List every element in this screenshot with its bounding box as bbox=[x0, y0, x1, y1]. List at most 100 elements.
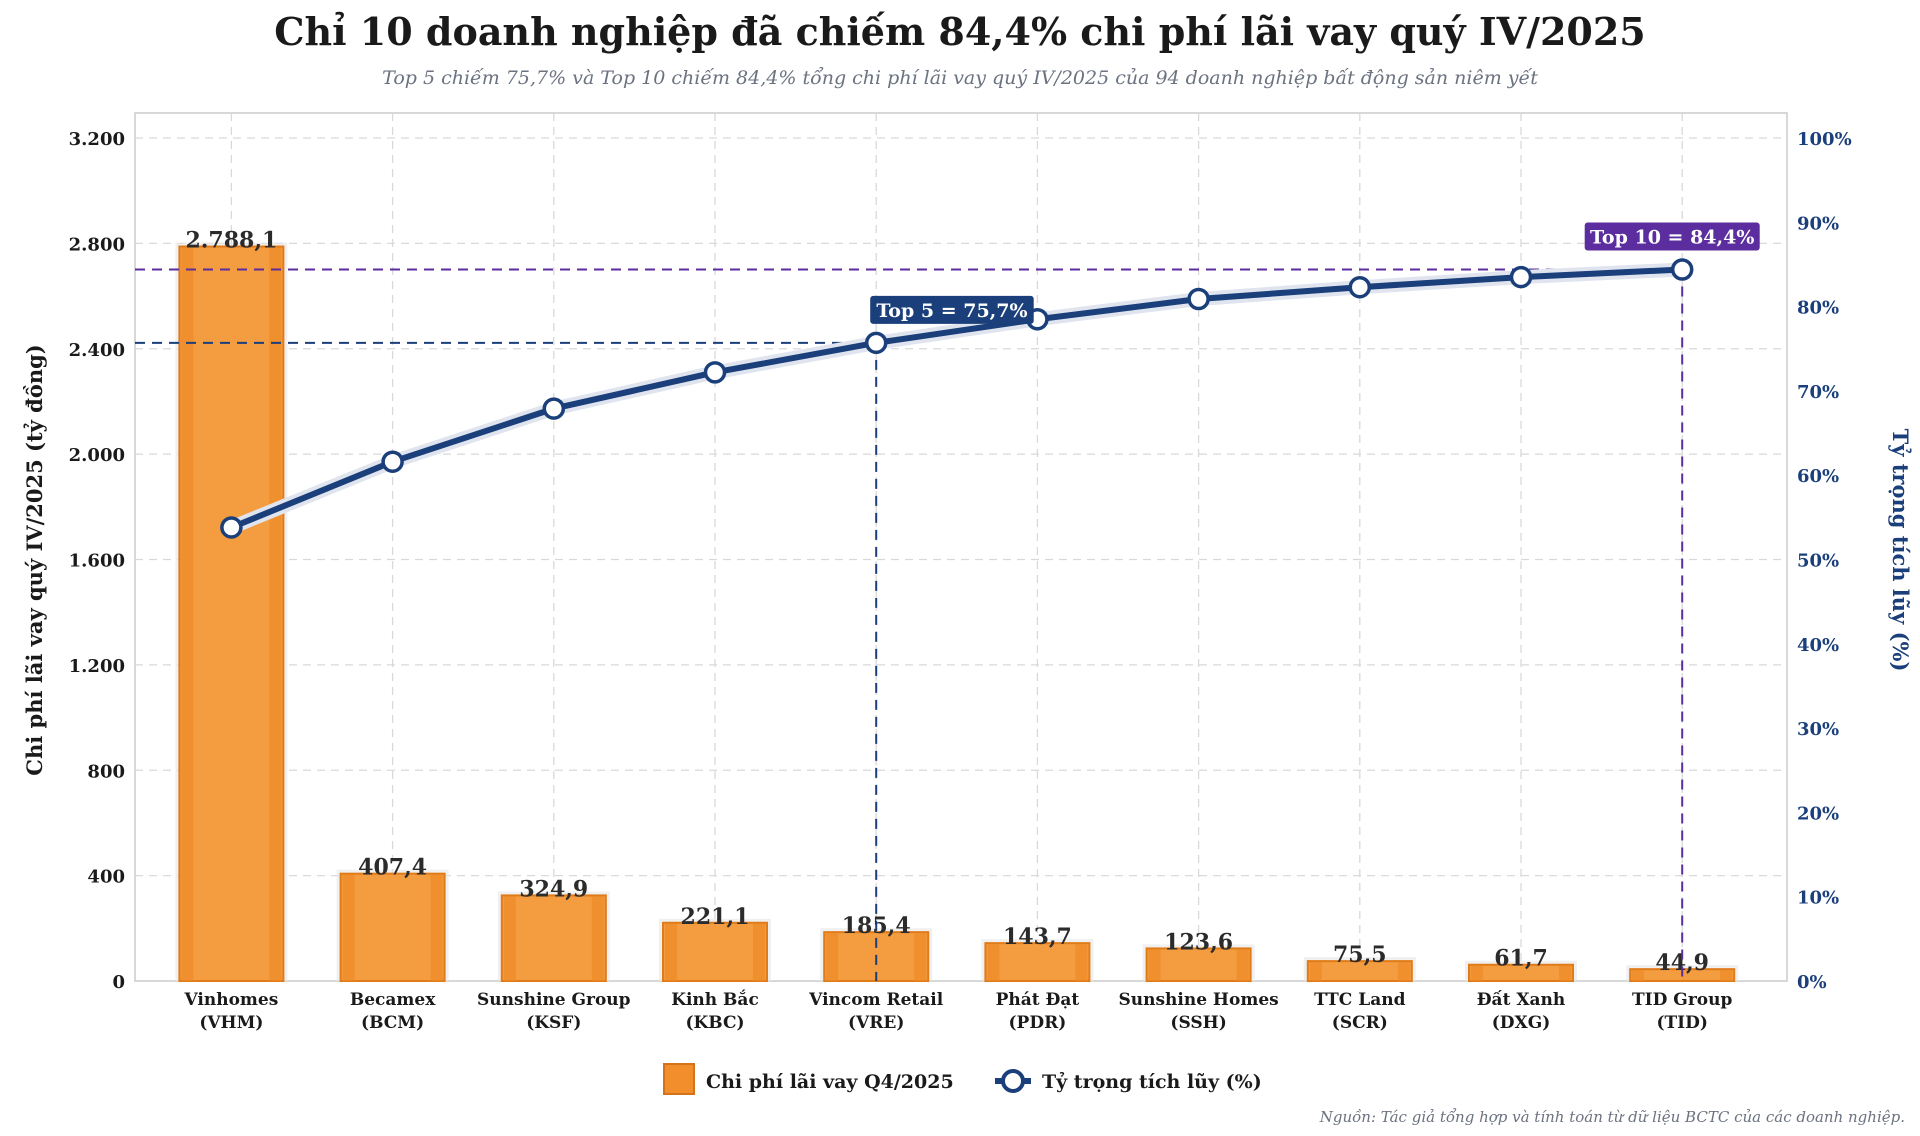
y2-tick-label: 70% bbox=[1797, 382, 1839, 403]
y-tick-label: 1.600 bbox=[69, 551, 125, 572]
chart-subtitle: Top 5 chiếm 75,7% và Top 10 chiếm 84,4% … bbox=[382, 67, 1538, 89]
bar-highlight bbox=[1471, 965, 1483, 981]
y2-tick-label: 40% bbox=[1797, 635, 1839, 656]
bar-highlight bbox=[1632, 970, 1645, 981]
bar-highlight bbox=[1236, 949, 1249, 981]
bar-highlight bbox=[1397, 962, 1410, 981]
line-path bbox=[230, 266, 1683, 531]
cumulative-line: Top 5 = 75,7% Top 10 = 84,4% bbox=[220, 222, 1760, 539]
x-tick-label: TID Group bbox=[1632, 990, 1732, 1010]
bar bbox=[1306, 960, 1413, 983]
bar bbox=[500, 894, 607, 983]
x-tick-label: Vinhomes bbox=[184, 990, 279, 1010]
bar-highlight bbox=[591, 896, 604, 981]
line-marker bbox=[220, 516, 243, 539]
bar bbox=[1145, 947, 1252, 983]
bar-highlight bbox=[1720, 970, 1733, 981]
line-marker bbox=[1348, 275, 1372, 299]
annotation-box bbox=[870, 295, 1034, 324]
y-tick-label: 400 bbox=[87, 867, 125, 888]
x-tick-code: (PDR) bbox=[1009, 1013, 1067, 1033]
x-tick-label: Sunshine Group bbox=[477, 990, 631, 1010]
x-tick-code: (SCR) bbox=[1332, 1013, 1388, 1033]
line-marker bbox=[703, 361, 727, 384]
y2-tick-label: 10% bbox=[1797, 888, 1839, 909]
annotation-box bbox=[1584, 222, 1760, 251]
bar-value-label: 143,7 bbox=[1003, 924, 1072, 950]
y-tick-label: 0 bbox=[112, 972, 125, 993]
y2-tick-label: 30% bbox=[1797, 719, 1839, 740]
y2-tick-label: 80% bbox=[1797, 298, 1839, 319]
x-tick-code: (SSH) bbox=[1170, 1013, 1226, 1033]
x-tick-label: TTC Land bbox=[1314, 990, 1405, 1010]
y2-tick-label: 60% bbox=[1797, 466, 1839, 487]
x-tick-label: Phát Đạt bbox=[996, 990, 1080, 1010]
line-marker bbox=[381, 450, 404, 473]
bar-value-label: 221,1 bbox=[681, 904, 750, 930]
bar-highlight bbox=[1148, 949, 1161, 981]
y2-tick-label: 50% bbox=[1797, 551, 1839, 572]
bar bbox=[984, 942, 1091, 983]
y2-tick-label: 90% bbox=[1797, 213, 1839, 234]
bar bbox=[178, 245, 285, 983]
bar-highlight bbox=[181, 247, 194, 982]
y2-axis-label: Tỷ trọng tích lũy (%) bbox=[1888, 429, 1913, 672]
legend-bar-swatch bbox=[663, 1063, 695, 1095]
chart-title: Chỉ 10 doanh nghiệp đã chiếm 84,4% chi p… bbox=[274, 9, 1645, 54]
bar-value-label: 407,4 bbox=[358, 855, 427, 881]
y-tick-label: 3.200 bbox=[69, 129, 125, 150]
bar-highlight bbox=[342, 874, 355, 981]
x-tick-code: (VRE) bbox=[848, 1013, 904, 1033]
x-tick-code: (KSF) bbox=[526, 1013, 581, 1033]
bar bbox=[339, 872, 446, 982]
bar-highlight bbox=[987, 944, 1000, 981]
line-marker bbox=[864, 331, 888, 355]
legend: Chi phí lãi vay Q4/2025 Tỷ trọng tích lũ… bbox=[663, 1063, 1262, 1095]
bar-highlight bbox=[503, 896, 516, 981]
axes: 0 400 800 1.200 1.600 2.000 2.400 2.800 3.200 0% 1… bbox=[69, 129, 1852, 1033]
grid bbox=[134, 112, 1788, 982]
legend-bar-label: Chi phí lãi vay Q4/2025 bbox=[706, 1071, 954, 1093]
bar-value-label: 61,7 bbox=[1494, 946, 1548, 972]
y-axis-label: Chi phí lãi vay quý IV/2025 (tỷ đồng) bbox=[22, 344, 47, 775]
bar-value-label: 324,9 bbox=[519, 876, 588, 902]
bar-highlight bbox=[1559, 965, 1571, 981]
bar-highlight bbox=[753, 923, 765, 981]
x-tick-code: (TID) bbox=[1656, 1013, 1707, 1033]
x-tick-code: (DXG) bbox=[1492, 1013, 1551, 1033]
bar-value-label: 2.788,1 bbox=[185, 228, 277, 254]
y-tick-label: 2.800 bbox=[69, 234, 125, 255]
bar-highlight bbox=[914, 933, 927, 981]
x-tick-label: Becamex bbox=[350, 990, 436, 1010]
source-note: Nguồn: Tác giả tổng hợp và tính toán từ … bbox=[1319, 1108, 1905, 1126]
x-tick-code: (KBC) bbox=[685, 1013, 744, 1033]
bar-highlight bbox=[665, 923, 677, 981]
legend-line-marker bbox=[1001, 1069, 1025, 1093]
line-marker bbox=[542, 397, 566, 420]
x-tick-label: Vincom Retail bbox=[808, 990, 944, 1010]
line-marker bbox=[1187, 287, 1210, 311]
y2-tick-label: 100% bbox=[1797, 129, 1852, 150]
bar-highlight bbox=[1075, 944, 1088, 981]
annotation-label: Top 10 = 84,4% bbox=[1590, 227, 1754, 249]
x-tick-code: (BCM) bbox=[361, 1013, 424, 1033]
y-tick-label: 2.400 bbox=[69, 340, 125, 361]
plot-frame bbox=[134, 112, 1788, 982]
bar-value-label: 75,5 bbox=[1333, 942, 1387, 968]
guides bbox=[135, 268, 1684, 981]
legend-line-label: Tỷ trọng tích lũy (%) bbox=[1042, 1071, 1262, 1093]
x-tick-label: Đất Xanh bbox=[1477, 990, 1566, 1010]
x-tick-code: (VHM) bbox=[199, 1013, 263, 1033]
bar-highlight bbox=[430, 874, 443, 981]
y-tick-label: 2.000 bbox=[69, 445, 125, 466]
y-tick-label: 1.200 bbox=[69, 656, 125, 677]
annotation-label: Top 5 = 75,7% bbox=[876, 300, 1027, 322]
y2-tick-label: 0% bbox=[1797, 972, 1827, 993]
x-tick-label: Kinh Bắc bbox=[671, 989, 759, 1010]
bar-highlight bbox=[1309, 962, 1322, 981]
bar bbox=[662, 921, 768, 982]
bar-highlight bbox=[269, 247, 282, 982]
y2-tick-label: 20% bbox=[1797, 803, 1839, 824]
